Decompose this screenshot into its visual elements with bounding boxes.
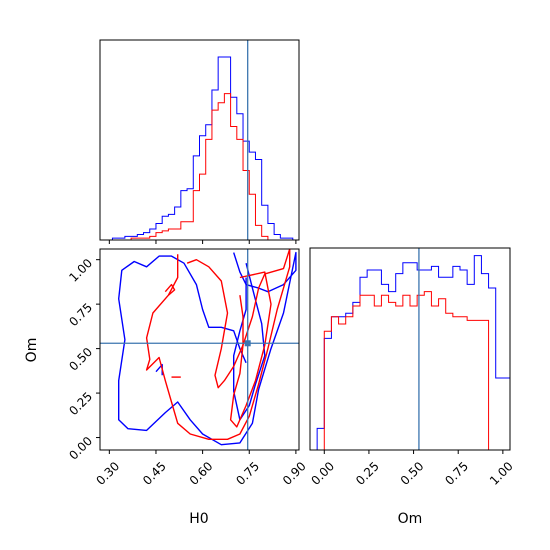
h0-histogram-panel [99,39,300,241]
contour-blue-1 [233,263,266,421]
om-hist-tick-label: 0.75 [442,459,471,488]
h0-histogram-frame [99,39,300,241]
om-hist-tick-label: 0.50 [398,459,427,488]
contour-blue-0 [118,251,297,446]
om-hist-series-blue [316,255,511,450]
x-axis-label-h0: H0 [189,511,208,527]
x-axis-label-om: Om [398,511,423,527]
y-axis-label-om: Om [24,338,40,363]
om-tick-label: 1.00 [66,256,95,285]
om-tick-label: 0.00 [66,434,95,463]
om-hist-tick-label: 1.00 [487,459,516,488]
h0-tick-label: 0.90 [280,459,309,488]
om-tick-label: 0.25 [66,389,95,418]
truth-point [244,340,251,347]
h0-hist-series-red [100,93,299,241]
h0-tick-label: 0.45 [140,459,169,488]
om-tick-label: 0.50 [66,345,95,374]
contour-panel: 0.30 0.45 0.60 0.75 0.90 0.00 0.25 0.50 0.75 1.0… [24,240,309,527]
om-hist-tick-label: 0.00 [308,459,337,488]
om-histogram-panel: 0.00 0.25 0.50 0.75 1.00 Om [308,247,516,527]
om-tick-label: 0.75 [66,300,95,329]
om-histogram-frame [309,247,511,451]
h0-hist-series-blue [100,56,299,241]
contour-red-1 [229,271,272,428]
contour-red-2 [164,283,176,296]
om-hist-tick-label: 0.25 [353,459,382,488]
contour-frame [99,248,300,451]
h0-tick-label: 0.60 [187,459,216,488]
h0-tick-label: 0.30 [93,459,122,488]
h0-tick-label: 0.75 [233,459,262,488]
contour-red-0 [145,249,291,440]
om-hist-series-red [317,291,510,451]
